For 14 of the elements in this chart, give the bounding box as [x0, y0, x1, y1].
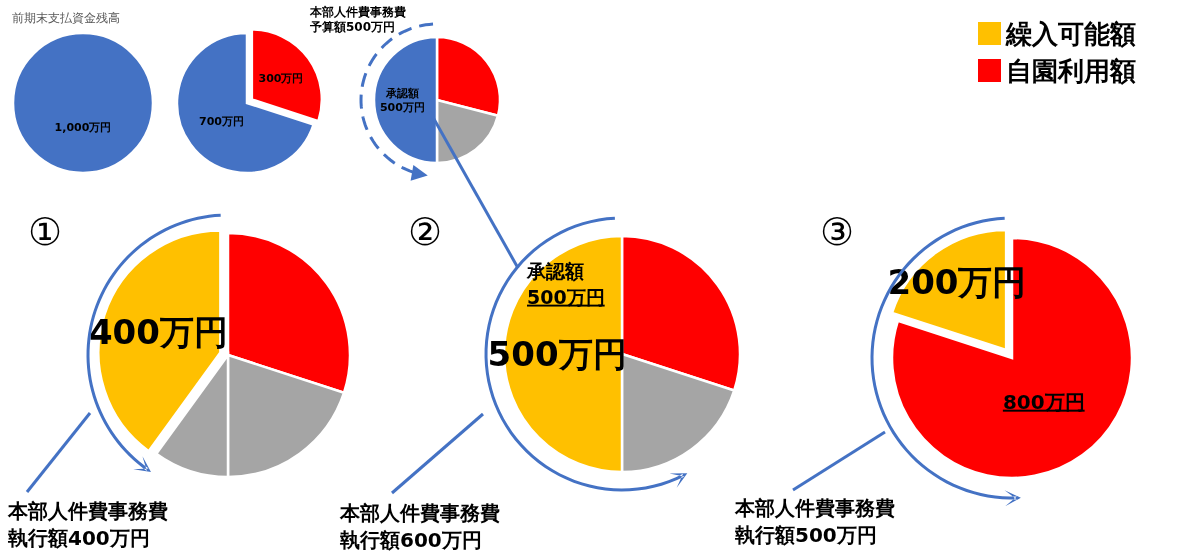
text: 本部人件費事務費執行額600万円	[339, 501, 500, 552]
text: 本部人件費事務費執行額400万円	[7, 499, 168, 550]
text: 本部人件費事務費執行額500万円	[734, 496, 895, 547]
chart-title: ②	[407, 210, 443, 254]
data-label: 1,000万円	[54, 121, 112, 135]
text: ①	[27, 210, 63, 254]
legend-label: 繰入可能額	[1005, 19, 1136, 49]
data-label: 承認額 500万円	[379, 86, 425, 114]
chart-title: 本部人件費事務費予算額500万円	[309, 5, 406, 34]
legend-label: 自園利用額	[1006, 56, 1136, 86]
data-label: 300万円	[258, 72, 304, 86]
data-label: 700万円	[199, 115, 244, 129]
chart-title: 前期末支払資金残高	[12, 11, 120, 25]
chart-title: ③	[819, 210, 855, 254]
